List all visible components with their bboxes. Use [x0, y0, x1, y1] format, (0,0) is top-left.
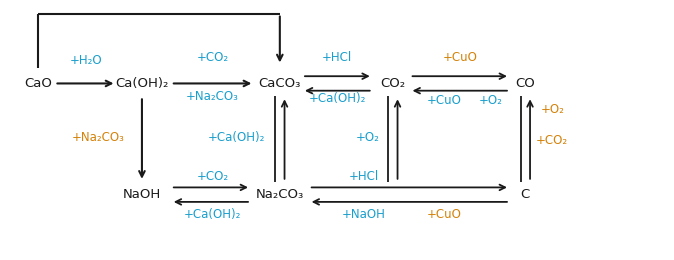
Text: +Na₂CO₃: +Na₂CO₃	[186, 90, 239, 103]
Text: C: C	[521, 188, 530, 201]
Text: Na₂CO₃: Na₂CO₃	[255, 188, 304, 201]
Text: +CuO: +CuO	[443, 51, 477, 64]
Text: CaO: CaO	[24, 77, 52, 90]
Text: +O₂: +O₂	[479, 94, 502, 107]
Text: CaCO₃: CaCO₃	[259, 77, 301, 90]
Text: +CO₂: +CO₂	[197, 170, 228, 183]
Text: +O₂: +O₂	[355, 131, 379, 144]
Text: +HCl: +HCl	[322, 51, 352, 64]
Text: NaOH: NaOH	[123, 188, 161, 201]
Text: +CuO: +CuO	[427, 207, 462, 220]
Text: +H₂O: +H₂O	[70, 54, 102, 67]
Text: +Na₂CO₃: +Na₂CO₃	[72, 131, 125, 144]
Text: +NaOH: +NaOH	[342, 207, 386, 220]
Text: CO₂: CO₂	[380, 77, 405, 90]
Text: CO: CO	[516, 77, 535, 90]
Text: +HCl: +HCl	[348, 170, 379, 183]
Text: +O₂: +O₂	[541, 103, 564, 116]
Text: +CO₂: +CO₂	[537, 134, 568, 147]
Text: +Ca(OH)₂: +Ca(OH)₂	[308, 93, 366, 106]
Text: Ca(OH)₂: Ca(OH)₂	[115, 77, 168, 90]
Text: +Ca(OH)₂: +Ca(OH)₂	[184, 207, 241, 220]
Text: +CuO: +CuO	[427, 94, 462, 107]
Text: +Ca(OH)₂: +Ca(OH)₂	[208, 131, 265, 144]
Text: +CO₂: +CO₂	[197, 51, 228, 64]
